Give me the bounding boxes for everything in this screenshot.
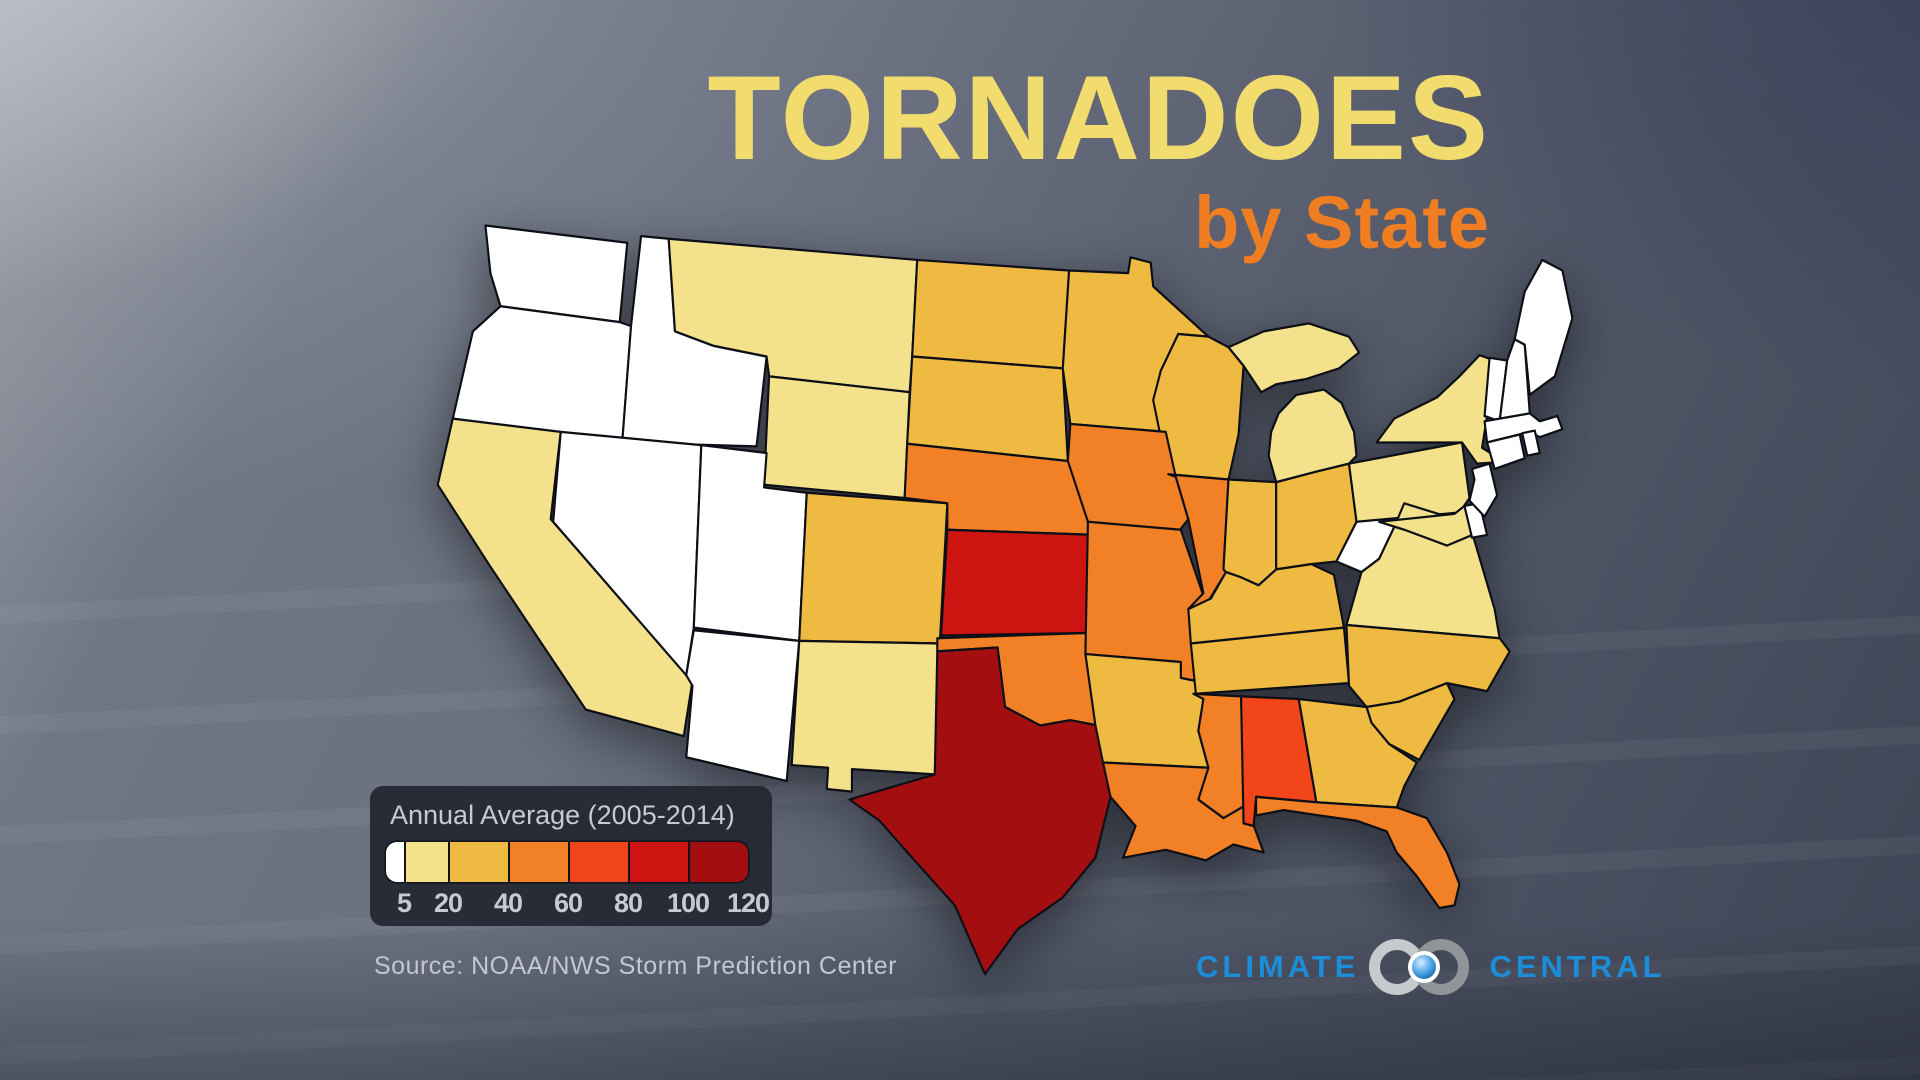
legend-title: Annual Average (2005-2014) [390,800,735,830]
logo-text-central: CENTRAL [1489,949,1666,984]
legend-swatch-4 [570,842,628,882]
state-in [1222,478,1278,587]
map-svg [436,224,1574,976]
logo-text-climate: CLIMATE [1196,949,1360,984]
state-mi-lower [1267,388,1358,484]
legend-tick-6: 120 [726,888,770,918]
title-block: TORNADOES by State [707,58,1490,260]
legend-tick-2: 40 [493,888,523,918]
legend-tick-3: 60 [553,888,583,918]
state-ri [1521,429,1541,457]
legend-swatch-6 [690,842,748,882]
state-tx [848,646,1112,976]
legend-tick-row: 5 20 40 60 80 100 120 [370,888,772,918]
us-choropleth-map [385,170,1590,990]
state-sc [1365,682,1456,761]
state-nj [1468,462,1499,518]
legend-tick-4: 80 [613,888,643,918]
state-me [1513,258,1574,396]
legend-swatch-5 [630,842,688,882]
infinity-rings-icon [1369,936,1479,998]
state-mi-upper [1227,322,1361,394]
legend-swatch-2 [450,842,508,882]
legend-swatch-1 [406,842,448,882]
page-title: TORNADOES [707,51,1490,185]
state-co [798,491,949,645]
state-fl [1255,795,1461,910]
state-nd [911,258,1071,370]
state-nm [790,639,941,793]
page-subtitle: by State [1194,181,1490,264]
state-ia [1066,422,1190,537]
legend-box: Annual Average (2005-2014) 5 20 40 60 80 100 1… [370,786,772,926]
legend-tick-5: 100 [666,888,710,918]
state-ks [939,528,1100,637]
legend-swatch-3 [510,842,568,882]
state-az [685,629,801,783]
climate-central-logo: CLIMATE CENTRAL [1196,936,1666,998]
legend-swatch-row [370,842,748,882]
globe-ball-icon [1408,951,1441,983]
legend-swatch-0 [386,842,404,882]
legend-tick-0: 5 [396,888,412,918]
source-credit: Source: NOAA/NWS Storm Prediction Center [374,952,897,980]
state-wy [763,375,911,500]
state-ct [1486,433,1526,471]
legend-tick-1: 20 [433,888,463,918]
